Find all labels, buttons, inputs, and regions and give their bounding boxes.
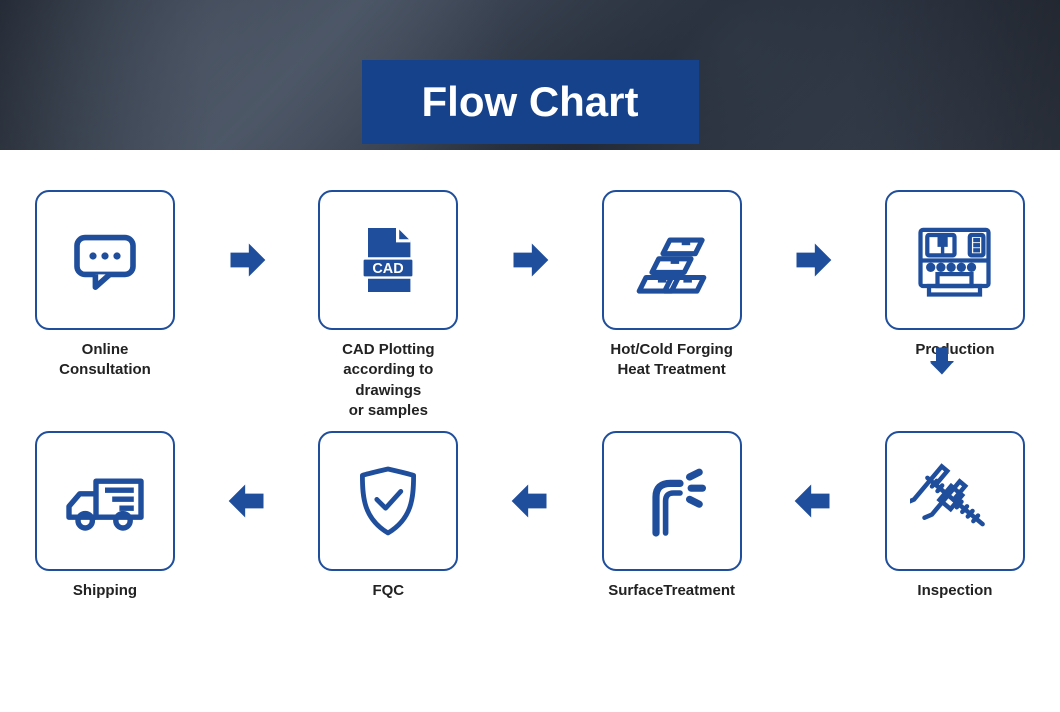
shield-icon [318,431,458,571]
page-title: Flow Chart [362,60,699,144]
arrow-left-icon [500,431,560,571]
caliper-icon [885,431,1025,571]
arrow-left-icon [783,431,843,571]
flow-step-inspection: Inspection [880,431,1030,641]
step-label: Online Consultation [59,340,151,400]
arrow-left-icon [217,431,277,571]
flowchart: Online Consultation CAD CAD Plotting acc… [0,150,1060,671]
spray-icon [602,431,742,571]
flow-step-shipping: Shipping [30,431,180,641]
arrow-right-icon [783,190,843,330]
arrow-right-icon [500,190,560,330]
hero-banner: Flow Chart [0,0,1060,150]
flow-row-bottom: Inspection SurfaceTreatment FQC [30,431,1030,641]
cad-file-icon: CAD [318,190,458,330]
arrow-right-icon [217,190,277,330]
svg-text:CAD: CAD [373,261,404,277]
flow-step-cad: CAD CAD Plotting according to drawings o… [313,190,463,421]
step-label: Hot/Cold Forging Heat Treatment [610,340,732,400]
flow-row-top: Online Consultation CAD CAD Plotting acc… [30,190,1030,421]
step-label: Shipping [73,581,137,641]
arrow-down-icon [924,343,960,379]
flow-step-forging: Hot/Cold Forging Heat Treatment [597,190,747,400]
step-label: FQC [372,581,404,641]
step-label: CAD Plotting according to drawings or sa… [313,340,463,421]
truck-icon [35,431,175,571]
chat-icon [35,190,175,330]
machine-icon [885,190,1025,330]
flow-step-consultation: Online Consultation [30,190,180,400]
flow-step-surface: SurfaceTreatment [597,431,747,641]
ingots-icon [602,190,742,330]
flow-step-fqc: FQC [313,431,463,641]
step-label: SurfaceTreatment [608,581,735,641]
step-label: Inspection [917,581,992,641]
